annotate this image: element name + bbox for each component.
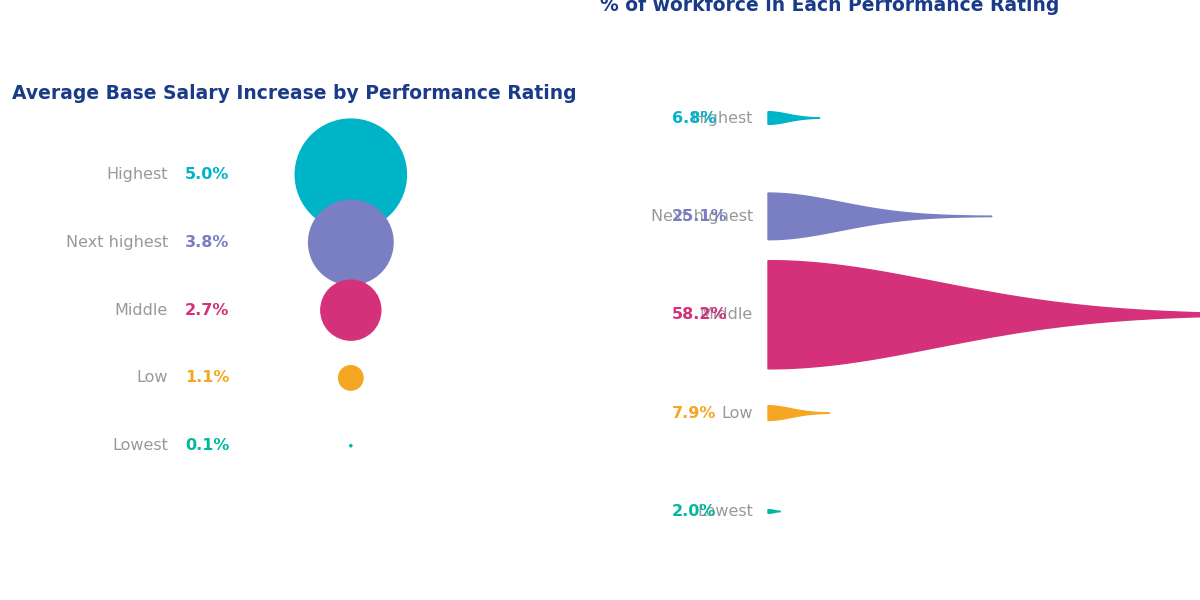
Polygon shape (768, 509, 780, 514)
Polygon shape (768, 193, 991, 240)
Text: 1.1%: 1.1% (185, 370, 229, 385)
Text: Next highest: Next highest (650, 209, 754, 224)
Text: 25.1%: 25.1% (672, 209, 727, 224)
Text: 7.9%: 7.9% (672, 406, 716, 421)
Circle shape (308, 200, 394, 284)
Text: Next highest: Next highest (66, 235, 168, 250)
Circle shape (295, 119, 407, 230)
Circle shape (338, 366, 364, 390)
Text: 58.2%: 58.2% (672, 307, 727, 322)
Polygon shape (768, 112, 820, 124)
Polygon shape (768, 406, 829, 421)
Text: Low: Low (721, 406, 754, 421)
Text: Lowest: Lowest (697, 504, 754, 519)
Text: 0.1%: 0.1% (185, 438, 229, 453)
Text: 6.8%: 6.8% (672, 110, 716, 125)
Text: Low: Low (137, 370, 168, 385)
Text: Average Base Salary Increase by Performance Rating: Average Base Salary Increase by Performa… (12, 85, 577, 103)
Text: Lowest: Lowest (112, 438, 168, 453)
Circle shape (349, 445, 352, 447)
Text: Highest: Highest (107, 167, 168, 182)
Text: Middle: Middle (115, 302, 168, 317)
Text: 3.8%: 3.8% (185, 235, 229, 250)
Text: % of workforce in Each Performance Rating: % of workforce in Each Performance Ratin… (600, 0, 1060, 15)
Text: Highest: Highest (691, 110, 754, 125)
Text: 2.0%: 2.0% (672, 504, 716, 519)
Text: 5.0%: 5.0% (185, 167, 229, 182)
Circle shape (320, 280, 380, 340)
Text: Middle: Middle (700, 307, 754, 322)
Text: 2.7%: 2.7% (185, 302, 229, 317)
Polygon shape (768, 260, 1200, 369)
